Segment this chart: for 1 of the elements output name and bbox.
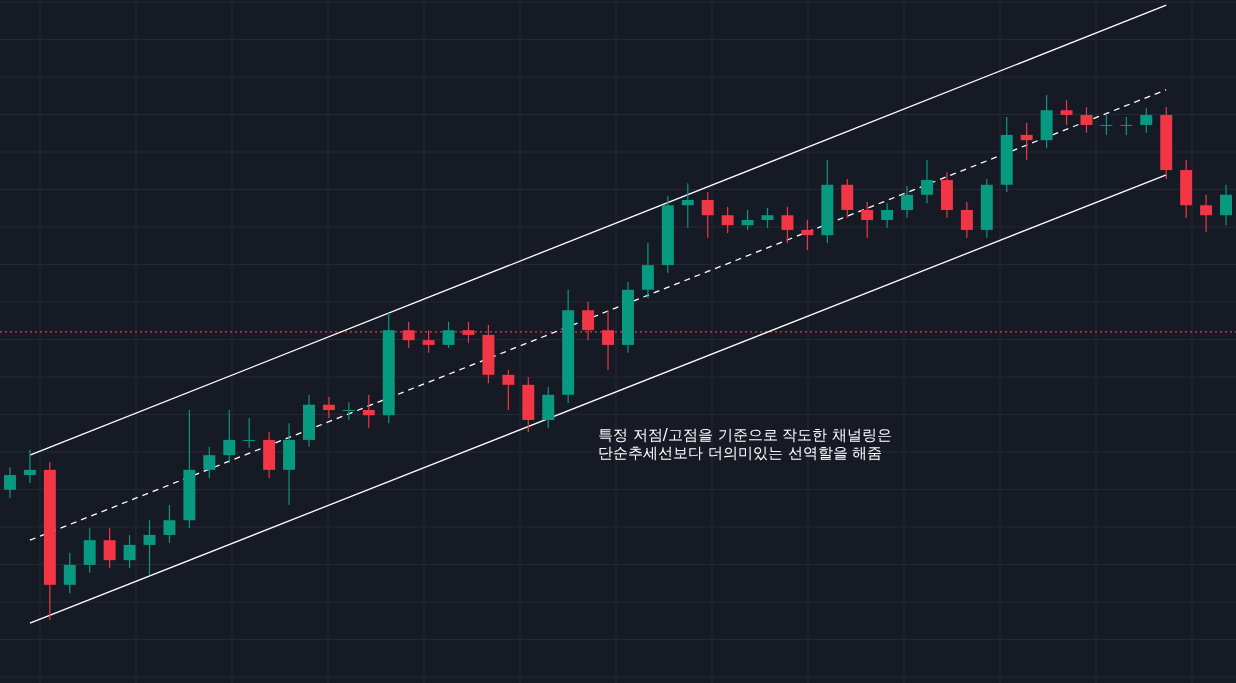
annotation: 특정 저점/고점을 기준으로 작도한 채널링은 단순추세선보다 더의미있는 선역할을 해줌: [598, 426, 893, 462]
